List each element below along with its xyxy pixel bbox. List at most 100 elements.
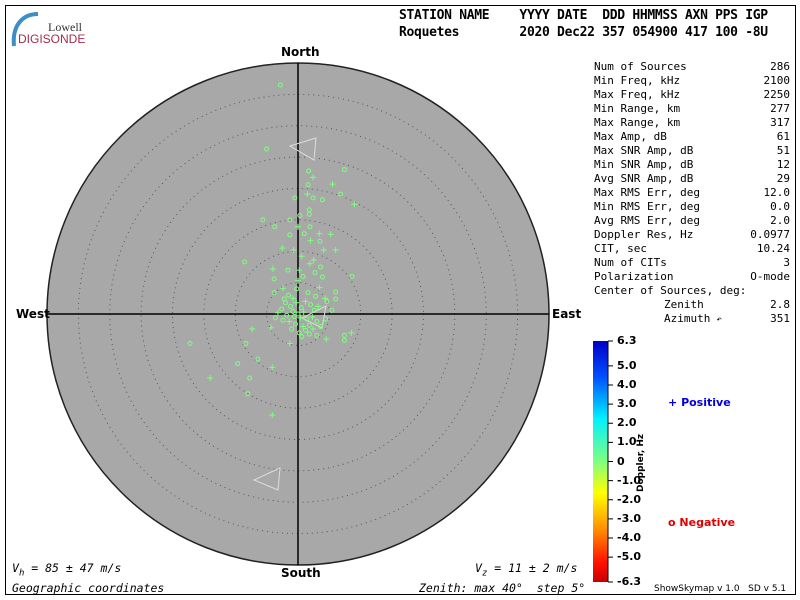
- source-point-negative: [333, 296, 339, 302]
- source-point-negative: [289, 326, 295, 332]
- direction-south: South: [281, 566, 321, 580]
- source-point-negative: [319, 197, 325, 203]
- stat-row: Num of CITs 3: [594, 256, 790, 270]
- source-point-negative: [314, 319, 320, 325]
- source-point-positive: [327, 231, 334, 238]
- source-point-positive: [329, 181, 336, 188]
- source-point-positive: [304, 191, 311, 198]
- stat-label: Max Range, km: [594, 116, 681, 129]
- source-point-negative: [235, 361, 241, 367]
- source-point-positive: [300, 309, 307, 316]
- stat-value: 2.0: [770, 214, 790, 227]
- stat-value: 286: [770, 60, 790, 73]
- source-point-positive: [323, 336, 330, 343]
- stat-label: Max Amp, dB: [594, 130, 667, 143]
- source-point-negative: [306, 331, 312, 337]
- source-point-positive: [307, 237, 314, 244]
- source-point-positive: [269, 265, 276, 272]
- stat-row: Avg SNR Amp, dB 29: [594, 172, 790, 186]
- coordinates-label: Geographic coordinates: [12, 581, 165, 595]
- stat-row: Avg RMS Err, deg 2.0: [594, 214, 790, 228]
- stat-value: 2250: [763, 88, 791, 101]
- stat-label: Max Freq, kHz: [594, 88, 681, 101]
- colorbar-tick-label: 5.0: [617, 358, 637, 372]
- source-point-negative: [341, 332, 347, 338]
- stat-label: Max RMS Err, deg: [594, 186, 700, 199]
- source-point-negative: [299, 334, 305, 340]
- source-point-positive: [274, 309, 281, 316]
- source-point-negative: [307, 224, 313, 230]
- source-point-negative: [297, 212, 303, 218]
- stat-row: Min SNR Amp, dB 12: [594, 158, 790, 172]
- source-point-negative: [305, 182, 311, 188]
- source-point-negative: [333, 289, 339, 295]
- source-point-positive: [297, 314, 304, 321]
- source-point-negative: [242, 259, 248, 265]
- source-point-positive: [279, 245, 286, 252]
- colorbar-tick-label: 6.3: [617, 334, 637, 347]
- direction-west: West: [16, 307, 50, 321]
- source-point-positive: [296, 267, 303, 274]
- source-point-negative: [319, 274, 325, 280]
- source-point-negative: [277, 82, 283, 88]
- source-point-positive: [269, 364, 276, 371]
- source-point-positive: [279, 285, 286, 292]
- stat-label: Num of Sources: [594, 60, 687, 73]
- source-point-positive: [348, 329, 355, 336]
- source-point-negative: [271, 276, 277, 282]
- source-point-negative: [264, 146, 270, 152]
- source-point-negative: [298, 305, 304, 311]
- source-point-negative: [271, 290, 277, 296]
- vz-readout: Vz = 11 ± 2 m/s: [475, 561, 578, 579]
- stat-value: 12.0: [763, 186, 791, 199]
- source-point-negative: [243, 340, 249, 346]
- source-point-negative: [281, 296, 287, 302]
- source-point-negative: [187, 340, 193, 346]
- source-point-negative: [310, 195, 316, 201]
- source-point-positive: [306, 260, 313, 267]
- source-point-positive: [298, 253, 305, 260]
- header-values: Roquetes 2020 Dec22 357 054900 417 100 -…: [399, 25, 768, 40]
- stat-value: 0.0: [770, 200, 790, 213]
- colorbar-tick-label: 3.0: [617, 397, 637, 411]
- stat-label: Min Freq, kHz: [594, 74, 681, 87]
- source-point-negative: [303, 327, 309, 333]
- source-point-negative: [300, 273, 306, 279]
- source-point-negative: [247, 375, 253, 381]
- colorbar-tick-label: 2.0: [617, 416, 637, 430]
- source-point-negative: [296, 330, 302, 336]
- stat-value: 277: [770, 102, 790, 115]
- source-point-negative: [245, 391, 251, 397]
- stat-label: Avg SNR Amp, dB: [594, 172, 694, 185]
- logo-text-digisonde: DIGISONDE: [18, 32, 86, 46]
- source-point-negative: [287, 232, 293, 238]
- source-point-negative: [349, 273, 355, 279]
- colorbar-label: Doppler, Hz: [636, 433, 646, 492]
- source-point-positive: [310, 326, 317, 333]
- stat-row: CIT, sec 10.24: [594, 242, 790, 256]
- stat-label: Min RMS Err, deg: [594, 200, 700, 213]
- legend-negative: o Negative: [668, 516, 736, 529]
- source-point-negative: [301, 231, 307, 237]
- colorbar-tick-label: -1.0: [617, 473, 642, 487]
- stat-value: 29: [776, 172, 790, 185]
- azimuth-arrow-icon: ↶: [716, 315, 722, 325]
- stat-row: Max Amp, dB 61: [594, 130, 790, 144]
- source-point-negative: [284, 312, 290, 318]
- stat-row: Max SNR Amp, dB 51: [594, 144, 790, 158]
- source-point-positive: [315, 303, 322, 310]
- source-point-negative: [317, 238, 323, 244]
- source-point-negative: [287, 217, 293, 223]
- source-point-negative: [292, 195, 298, 201]
- source-point-positive: [269, 412, 276, 419]
- source-point-positive: [290, 246, 297, 253]
- stat-row: Num of Sources 286: [594, 60, 790, 74]
- source-point-positive: [286, 340, 293, 347]
- center-azimuth-row: Azimuth ↶ 351: [664, 312, 790, 325]
- source-point-negative: [290, 308, 296, 314]
- colorbar-tick-label: 0: [617, 454, 625, 468]
- beam-marker-north: [288, 137, 317, 161]
- source-point-negative: [324, 298, 330, 304]
- source-point-negative: [338, 191, 344, 197]
- stat-label: Polarization: [594, 270, 674, 283]
